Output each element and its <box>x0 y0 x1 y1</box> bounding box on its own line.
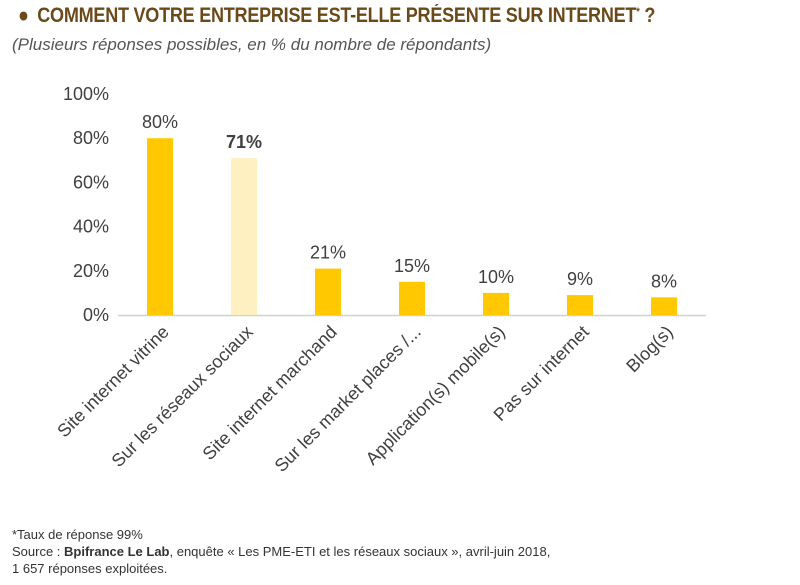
x-tick-label: Site internet marchand <box>199 322 341 464</box>
y-tick-label: 40% <box>73 217 109 237</box>
x-tick-label: Sur les market places /... <box>271 322 425 476</box>
bar <box>651 297 677 315</box>
data-label: 80% <box>142 112 178 132</box>
bar <box>147 138 173 315</box>
bar-chart: 0%20%40%60%80%100%80%Site internet vitri… <box>53 84 706 476</box>
data-label: 10% <box>478 267 514 287</box>
data-label: 15% <box>394 256 430 276</box>
source-line: Source : Bpifrance Le Lab, enquête « Les… <box>12 543 550 560</box>
footnote: *Taux de réponse 99% <box>12 527 143 542</box>
source-line-2: 1 657 réponses exploitées. <box>12 561 168 576</box>
chart-title: ● COMMENT VOTRE ENTREPRISE EST-ELLE PRÉSE… <box>18 4 655 28</box>
x-tick-label: Sur les réseaux sociaux <box>108 322 257 471</box>
data-label: 8% <box>651 271 677 291</box>
data-label: 21% <box>310 243 346 263</box>
bar <box>399 281 425 315</box>
bar <box>483 292 509 315</box>
data-label: 71% <box>226 132 262 152</box>
bar <box>567 295 593 315</box>
y-tick-label: 80% <box>73 128 109 148</box>
y-tick-label: 0% <box>83 305 109 325</box>
data-label: 9% <box>567 269 593 289</box>
y-tick-label: 100% <box>63 84 109 104</box>
source-bold: Bpifrance Le Lab <box>64 544 170 559</box>
title-suffix: ? <box>639 4 656 27</box>
x-tick-label: Application(s) mobile(s) <box>362 322 509 469</box>
y-tick-label: 60% <box>73 172 109 192</box>
source-rest: , enquête « Les PME-ETI et les réseaux s… <box>169 544 551 559</box>
chart-subtitle: (Plusieurs réponses possibles, en % du n… <box>12 35 492 54</box>
source-prefix: Source : <box>12 544 65 559</box>
title-text: COMMENT VOTRE ENTREPRISE EST-ELLE PRÉSEN… <box>37 4 637 27</box>
y-tick-label: 20% <box>73 261 109 281</box>
footer: *Taux de réponse 99% Source : Bpifrance … <box>12 526 550 577</box>
bar <box>231 158 257 315</box>
title-footnote-mark: * <box>636 6 640 18</box>
x-tick-label: Blog(s) <box>622 322 676 376</box>
title-bullet: ● <box>18 4 29 27</box>
bar <box>315 268 341 315</box>
